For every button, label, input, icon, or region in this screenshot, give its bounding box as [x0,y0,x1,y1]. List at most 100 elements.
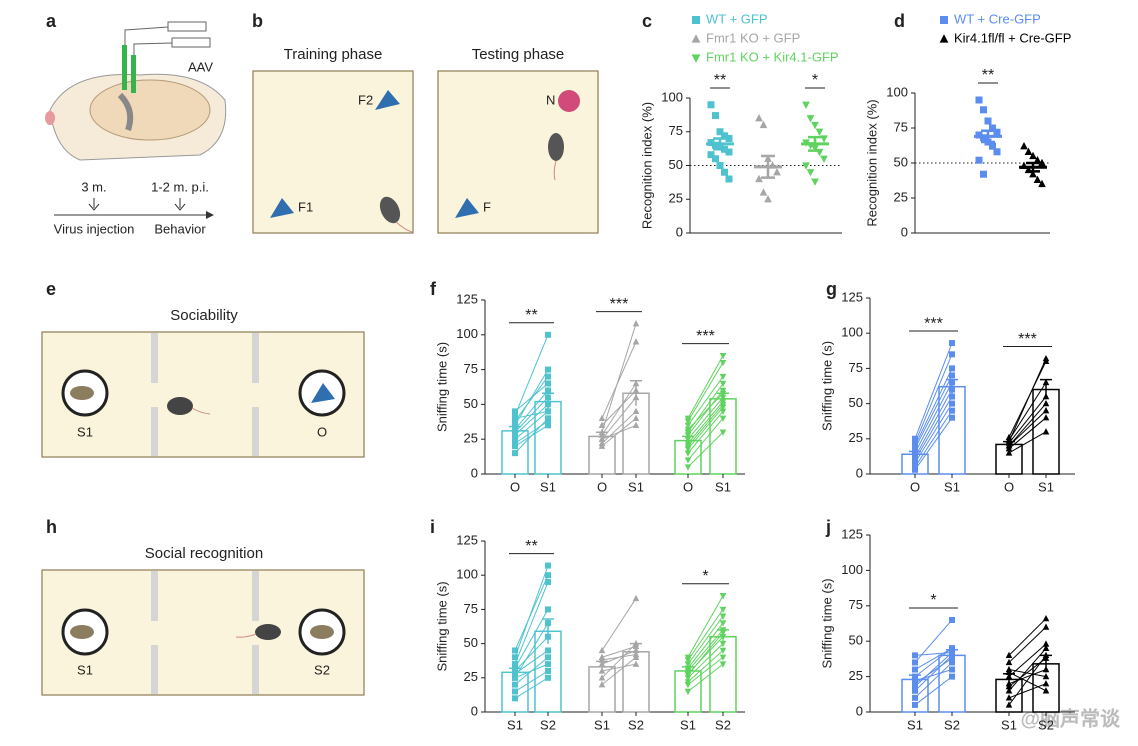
point [719,408,727,415]
pair-line [1008,669,1047,678]
point [1024,147,1033,155]
point [912,652,918,659]
pair-line [914,396,953,461]
point [975,96,983,104]
tubing [124,26,173,55]
pair-line [687,406,724,450]
legend-label: WT + GFP [706,11,768,26]
point [545,387,551,394]
error-bar [1026,161,1040,173]
point [512,440,518,447]
significance: *** [610,296,629,313]
point [949,659,955,666]
significance: ** [714,72,726,89]
point [512,426,518,433]
point [512,422,518,429]
pair-line [687,401,724,444]
pair-line [687,643,724,679]
significance: * [812,72,818,89]
divider [252,571,259,621]
point [949,414,955,421]
mouse [167,397,193,415]
point [719,394,727,402]
pair-line [914,662,953,699]
point [719,404,727,411]
pair-line [514,420,549,444]
point [1005,682,1013,690]
point [719,640,727,648]
point [802,162,810,170]
point [598,414,606,422]
significance: ** [982,67,994,84]
panel-label: e [46,279,56,299]
divider [151,645,158,694]
panel-a: AAV 3 m. 1-2 m. p.i. Virus injection Beh… [45,21,227,236]
pair-line [514,650,549,675]
label: Virus injection [54,221,135,236]
legend-marker [939,34,949,43]
pair-line [601,410,637,444]
point [632,660,640,667]
y-axis-label: Recognition index (%) [639,102,654,229]
object [375,90,400,110]
panel-label: f [430,279,437,299]
point [719,620,727,627]
point [632,650,640,658]
pair-line [514,609,549,669]
point [1042,407,1050,414]
brain [89,79,211,141]
point [719,613,727,620]
point [512,408,518,415]
y-tick-label: 100 [661,89,683,104]
pair-line [514,410,549,440]
chart: 0 25 50 75 100 125 Sniffing time (s) S1 S2 ** S1 S2… [434,532,745,732]
pair-line [687,622,724,669]
point [806,169,815,177]
point [684,415,692,422]
point [598,681,606,688]
point [1042,665,1050,673]
point [512,661,518,668]
point [707,151,715,159]
pair-line [601,598,637,651]
point [1042,654,1050,661]
point [719,634,727,641]
point [1042,614,1050,622]
mouse [70,625,94,639]
x-tick-label: S2 [944,717,960,732]
point [1042,680,1050,687]
pair-line [514,376,549,422]
pair-line [514,390,549,430]
legend-label: Fmr1 KO + GFP [706,30,800,45]
point [949,386,955,393]
point [632,421,640,428]
point [1005,438,1013,445]
point [684,457,692,464]
point [912,449,918,456]
point [545,661,551,668]
label: Behavior [154,221,206,236]
point [949,673,955,680]
point [1042,644,1050,651]
point [1038,158,1046,167]
x-tick-label: S2 [540,717,556,732]
pair-line [1008,647,1047,692]
divider [252,333,259,383]
mouse [379,196,401,224]
pair-line [914,354,953,444]
point [1038,179,1046,188]
y-tick-label: 50 [669,157,683,172]
y-tick-label: 75 [669,123,683,138]
point [984,117,992,125]
point [811,121,819,130]
object [311,383,335,403]
y-axis-label: Sniffing time (s) [434,342,449,432]
point [684,422,692,429]
pair-line [687,362,724,422]
y-tick-label: 25 [669,191,683,206]
point [1042,673,1050,680]
legend-label: Fmr1 KO + Kir4.1-GFP [706,49,839,64]
y-tick-label: 0 [471,703,478,718]
pair-line [914,652,953,687]
bar [534,630,562,713]
